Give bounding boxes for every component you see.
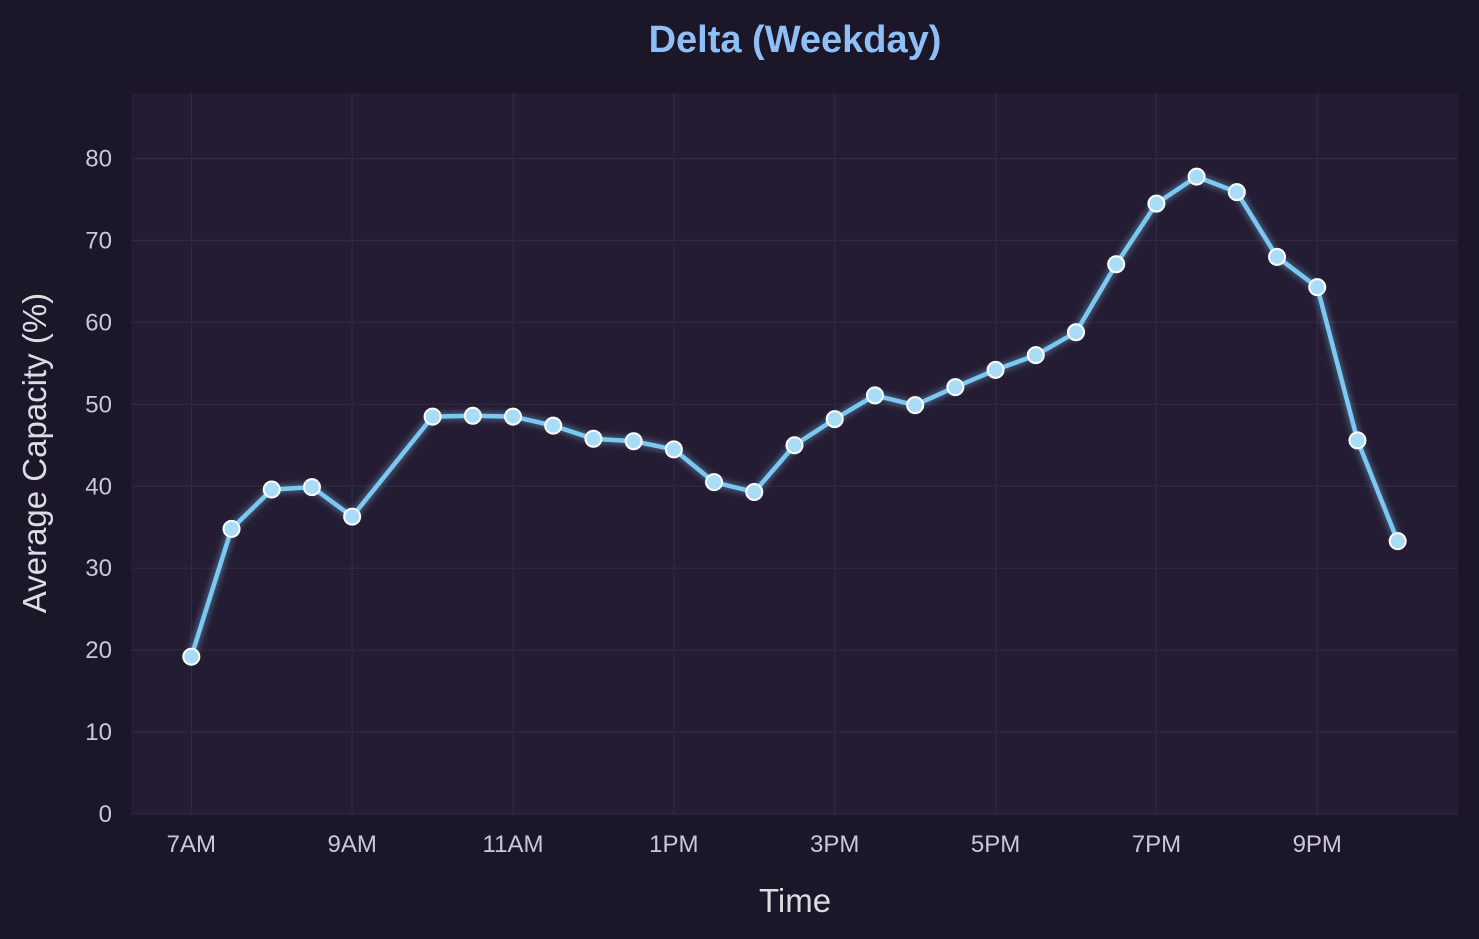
data-point [624,432,643,451]
x-tick-label: 9PM [1293,831,1342,858]
data-point [664,440,683,459]
data-point [1388,532,1407,551]
data-point [504,407,523,426]
data-point [544,416,563,435]
data-point [463,406,482,425]
data-point [1066,323,1085,342]
y-tick-label: 0 [99,801,112,828]
grid [131,93,1458,815]
data-point [986,360,1005,379]
series [182,167,1407,666]
x-tick-label: 9AM [327,831,376,858]
data-point [1107,255,1126,274]
y-tick-label: 50 [85,391,112,418]
x-tick-label: 11AM [483,831,544,858]
data-point [302,478,321,497]
axes: 0 10 20 30 40 50 60 70 80 7AM 9AM 11AM 1PM 3PM 5PM 7PM 9… [85,146,1342,858]
data-point [1348,431,1367,450]
y-tick-label: 60 [85,309,112,336]
x-tick-label: 7AM [167,831,216,858]
data-point [745,483,764,502]
data-point [584,429,603,448]
x-axis-label: Time [759,882,831,919]
y-axis-label: Average Capacity (%) [16,293,53,613]
x-tick-label: 5PM [971,831,1020,858]
chart-title: Delta (Weekday) [649,19,942,61]
data-point [343,507,362,526]
data-point [946,378,965,397]
data-point [262,480,281,499]
x-tick-label: 7PM [1132,831,1181,858]
y-tick-label: 80 [85,146,112,173]
y-tick-label: 40 [85,473,112,500]
data-point [825,410,844,429]
data-point [423,407,442,426]
data-point [785,436,804,455]
data-point [1268,247,1287,266]
y-tick-label: 10 [85,719,112,746]
y-tick-label: 20 [85,637,112,664]
data-point [906,396,925,415]
data-point [705,473,724,492]
data-point [1227,183,1246,202]
data-point [1026,346,1045,365]
x-tick-label: 3PM [810,831,859,858]
data-point [1308,278,1327,297]
data-point [182,647,201,666]
y-tick-label: 70 [85,227,112,254]
data-point [865,386,884,405]
y-tick-label: 30 [85,555,112,582]
x-tick-label: 1PM [649,831,698,858]
data-point [222,519,241,538]
data-point [1187,167,1206,186]
data-point [1147,194,1166,213]
